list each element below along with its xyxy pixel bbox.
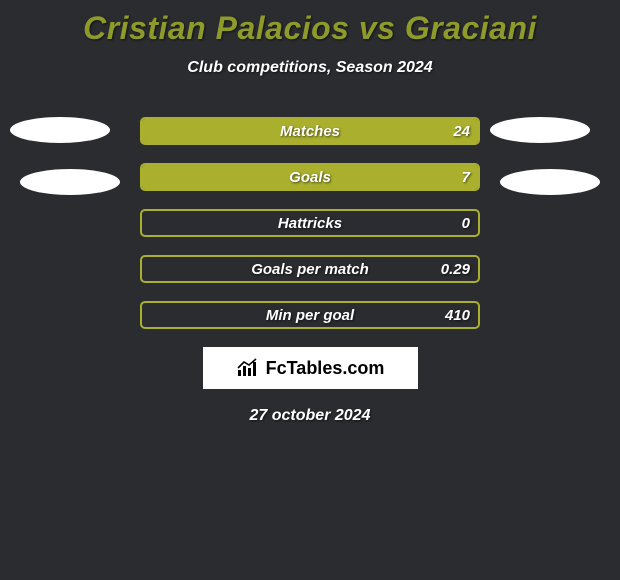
comparison-title: Cristian Palacios vs Graciani <box>0 0 620 47</box>
comparison-stage: Matches 24 Goals 7 Hattricks 0 Goals per… <box>0 117 620 425</box>
stat-row: Goals 7 <box>140 163 480 191</box>
stat-row-label: Min per goal <box>266 307 354 324</box>
stat-row: Min per goal 410 <box>140 301 480 329</box>
player-left-base-shadow <box>20 169 120 195</box>
stat-row-label: Goals per match <box>251 261 369 278</box>
stat-row-label: Matches <box>280 123 340 140</box>
brand-text: FcTables.com <box>266 358 385 379</box>
stat-row-value: 24 <box>453 123 470 140</box>
brand-chart-icon <box>236 358 260 378</box>
stat-row-value: 7 <box>462 169 470 186</box>
stat-row: Goals per match 0.29 <box>140 255 480 283</box>
comparison-subtitle: Club competitions, Season 2024 <box>0 59 620 77</box>
player-right-base-shadow <box>500 169 600 195</box>
stat-row: Matches 24 <box>140 117 480 145</box>
stat-row-label: Goals <box>289 169 331 186</box>
player-right-avatar-shadow <box>490 117 590 143</box>
brand-box: FcTables.com <box>203 347 418 389</box>
stat-row-value: 0.29 <box>441 261 470 278</box>
stat-row-label: Hattricks <box>278 215 342 232</box>
stat-row: Hattricks 0 <box>140 209 480 237</box>
player-left-avatar-shadow <box>10 117 110 143</box>
stat-row-value: 0 <box>462 215 470 232</box>
stat-row-value: 410 <box>445 307 470 324</box>
snapshot-date: 27 october 2024 <box>0 407 620 425</box>
stats-rows: Matches 24 Goals 7 Hattricks 0 Goals per… <box>140 117 480 329</box>
